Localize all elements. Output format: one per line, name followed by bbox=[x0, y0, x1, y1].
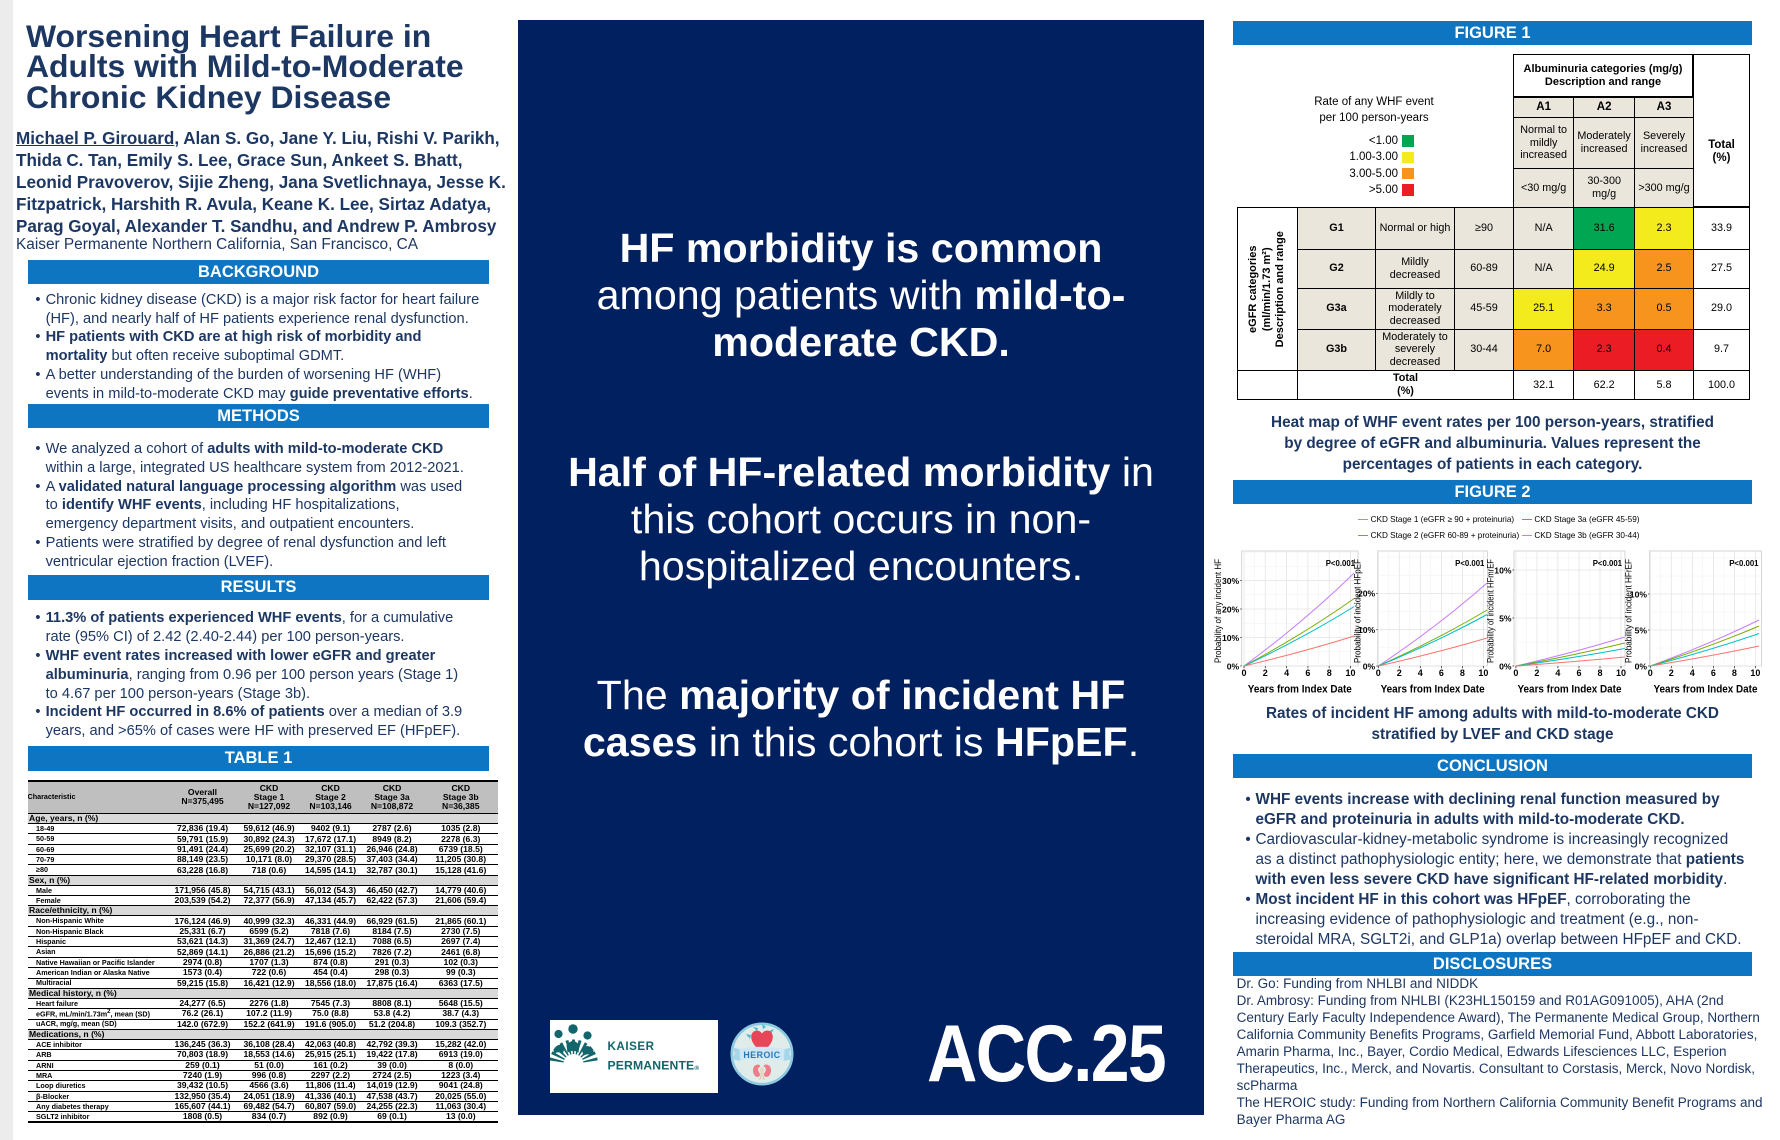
svg-text:6: 6 bbox=[1711, 668, 1716, 678]
svg-text:Probability of incident HFpEF: Probability of incident HFpEF bbox=[1353, 559, 1363, 663]
svg-text:2: 2 bbox=[1397, 668, 1402, 678]
svg-text:0%: 0% bbox=[1363, 661, 1376, 671]
svg-text:10%: 10% bbox=[1222, 633, 1240, 643]
svg-text:5%: 5% bbox=[1499, 613, 1512, 623]
svg-text:Probability of incident HFmrEF: Probability of incident HFmrEF bbox=[1486, 559, 1496, 663]
svg-text:20%: 20% bbox=[1222, 604, 1240, 614]
svg-text:6: 6 bbox=[1439, 668, 1444, 678]
svg-text:0: 0 bbox=[1648, 668, 1653, 678]
svg-text:0: 0 bbox=[1241, 668, 1246, 678]
svg-text:10: 10 bbox=[1478, 668, 1488, 678]
svg-text:10: 10 bbox=[1616, 668, 1626, 678]
svg-text:0%: 0% bbox=[1227, 661, 1240, 671]
svg-text:4: 4 bbox=[1284, 668, 1289, 678]
svg-text:Years from Index Date: Years from Index Date bbox=[1518, 684, 1622, 696]
svg-text:0: 0 bbox=[1513, 668, 1518, 678]
svg-text:10: 10 bbox=[1345, 668, 1355, 678]
svg-text:2: 2 bbox=[1669, 668, 1674, 678]
svg-text:8: 8 bbox=[1597, 668, 1602, 678]
svg-text:6: 6 bbox=[1305, 668, 1310, 678]
svg-text:2: 2 bbox=[1534, 668, 1539, 678]
svg-text:Probability of any incident HF: Probability of any incident HF bbox=[1213, 559, 1223, 663]
svg-text:20%: 20% bbox=[1358, 589, 1376, 599]
svg-text:4: 4 bbox=[1418, 668, 1423, 678]
svg-text:0%: 0% bbox=[1499, 661, 1512, 671]
svg-text:2: 2 bbox=[1263, 668, 1268, 678]
svg-text:Probability of incident HFrEF: Probability of incident HFrEF bbox=[1624, 559, 1634, 663]
svg-text:KAISER: KAISER bbox=[608, 1040, 655, 1053]
svg-text:HEROIC: HEROIC bbox=[743, 1050, 780, 1060]
svg-text:P<0.001: P<0.001 bbox=[1326, 559, 1356, 568]
svg-text:10%: 10% bbox=[1358, 625, 1376, 635]
svg-text:4: 4 bbox=[1555, 668, 1560, 678]
svg-text:4: 4 bbox=[1690, 668, 1695, 678]
svg-text:P<0.001: P<0.001 bbox=[1593, 559, 1623, 568]
svg-text:0%: 0% bbox=[1635, 661, 1648, 671]
svg-text:8: 8 bbox=[1460, 668, 1465, 678]
svg-text:8: 8 bbox=[1732, 668, 1737, 678]
svg-text:Years from Index Date: Years from Index Date bbox=[1381, 684, 1485, 696]
svg-text:PERMANENTE®: PERMANENTE® bbox=[608, 1059, 700, 1073]
svg-text:Years from Index Date: Years from Index Date bbox=[1248, 684, 1352, 696]
svg-text:6: 6 bbox=[1576, 668, 1581, 678]
svg-text:10: 10 bbox=[1750, 668, 1760, 678]
svg-text:P<0.001: P<0.001 bbox=[1455, 559, 1485, 568]
svg-text:30%: 30% bbox=[1222, 576, 1240, 586]
svg-text:Years from Index Date: Years from Index Date bbox=[1654, 684, 1758, 696]
svg-text:5%: 5% bbox=[1635, 625, 1648, 635]
svg-text:0: 0 bbox=[1376, 668, 1381, 678]
svg-text:10%: 10% bbox=[1494, 565, 1512, 575]
svg-text:8: 8 bbox=[1327, 668, 1332, 678]
svg-text:P<0.001: P<0.001 bbox=[1729, 559, 1759, 568]
svg-text:10%: 10% bbox=[1630, 589, 1648, 599]
